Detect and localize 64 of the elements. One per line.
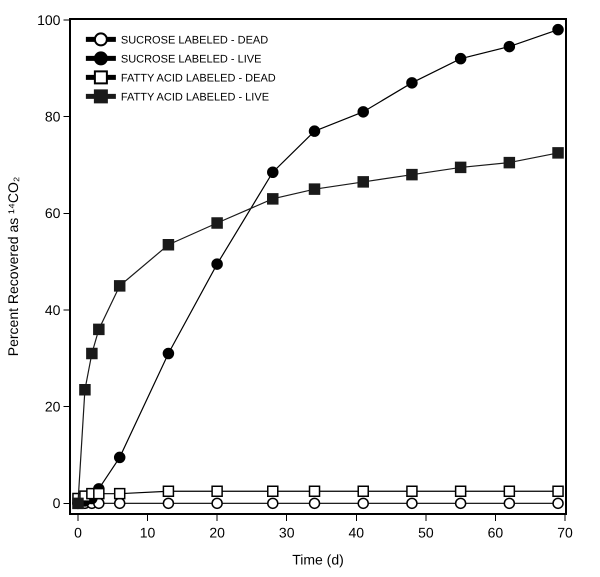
x-tick-label: 0 [74,524,82,541]
point [93,488,105,500]
point [114,280,126,292]
point [406,168,418,180]
x-tick-label: 10 [140,524,156,541]
point [454,486,466,497]
y-axis-title: Percent Recovered as ¹⁴CO₂ [5,176,22,356]
point [308,125,320,137]
point [267,166,279,178]
x-tick-label: 70 [557,524,573,541]
x-tick-label: 50 [418,524,434,541]
point [454,498,466,510]
legend-label: FATTY ACID LABELED - LIVE [120,92,270,104]
point [86,348,98,360]
y-tick-label: 20 [44,398,61,415]
legend-label: SUCROSE LABELED - LIVE [120,54,262,66]
point [211,217,223,229]
point [504,156,516,168]
point [162,498,174,510]
point [162,239,174,250]
point [357,106,369,118]
point [114,488,126,500]
x-tick-label: 30 [278,524,295,541]
point [162,486,174,497]
x-tick-label: 40 [348,524,364,541]
point [454,162,466,174]
y-tick-label: 60 [44,205,61,222]
point [357,176,369,188]
point [267,193,279,205]
point [552,486,564,497]
point [552,147,564,159]
point [504,40,516,52]
y-tick-label: 100 [37,12,61,28]
y-tick-label: 0 [52,495,61,512]
point [308,486,320,497]
point [211,486,223,497]
point [267,486,279,497]
point [357,486,369,497]
point [357,498,369,510]
point [211,258,223,270]
point [114,498,126,510]
point [162,348,174,360]
point [406,77,418,89]
point [308,498,320,510]
point [114,452,126,464]
y-tick-label: 40 [44,302,61,318]
point [504,486,516,497]
legend-label: FATTY ACID LABELED - DEAD [120,72,276,85]
point [504,498,516,510]
point [211,498,223,510]
point [93,324,105,336]
y-tick-label: 80 [44,108,61,125]
point [406,486,418,497]
x-axis-title: Time (d) [292,551,344,568]
x-tick-label: 60 [488,524,504,541]
point [79,384,91,396]
point [552,24,564,36]
legend-label: SUCROSE LABELED - DEAD [120,34,268,47]
point [454,52,466,64]
point [267,498,279,510]
x-tick-label: 20 [209,524,226,541]
point [552,498,564,510]
point [406,498,418,510]
point [308,183,320,195]
